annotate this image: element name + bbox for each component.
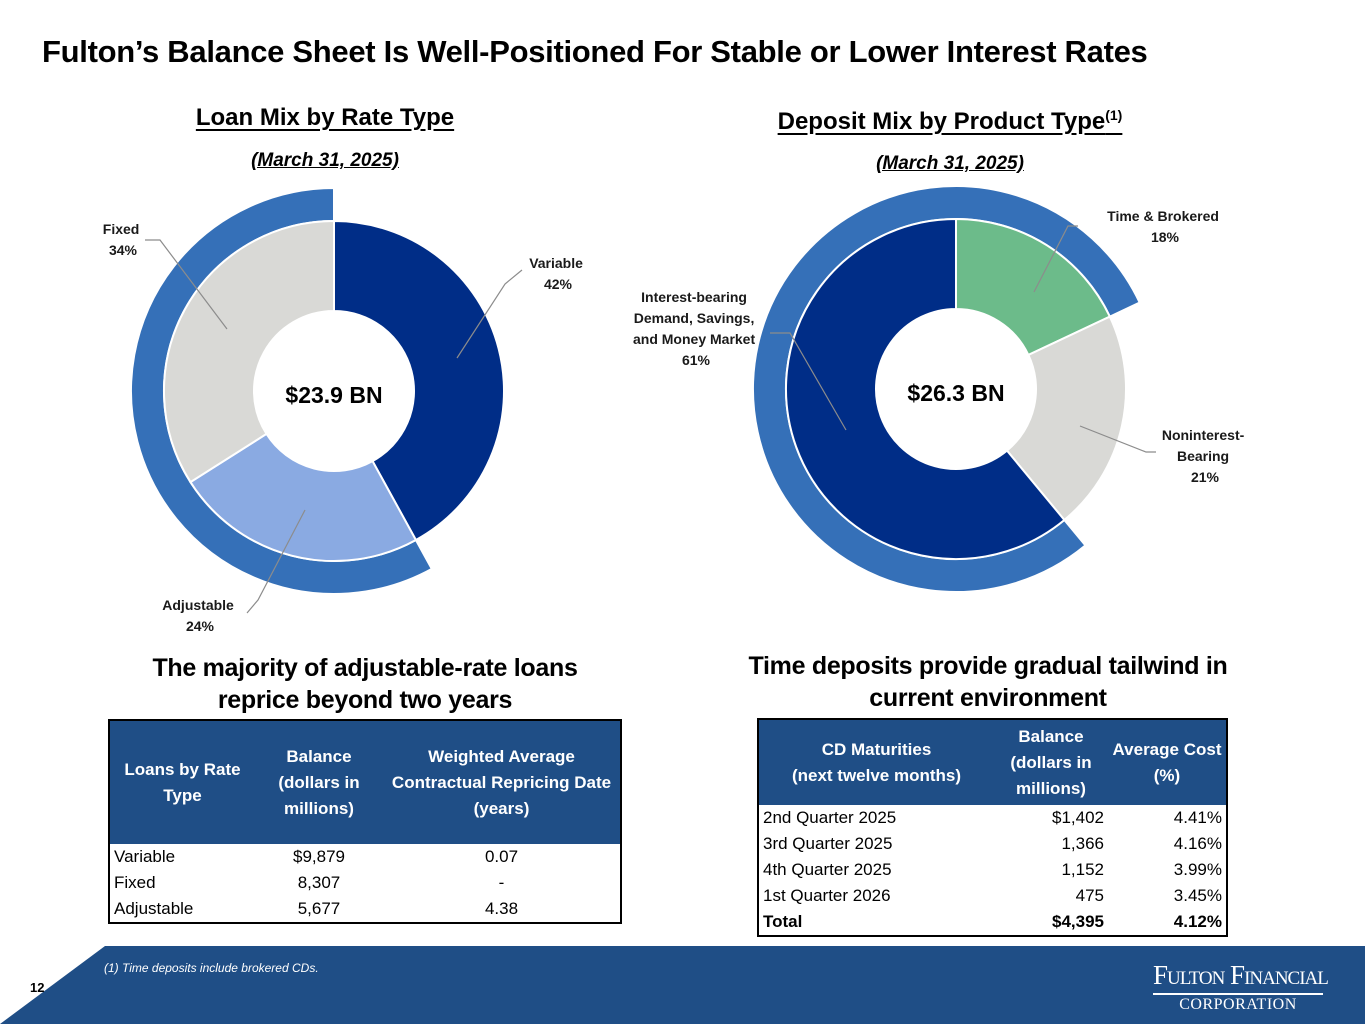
variable-slice-label: Variable 42% bbox=[529, 255, 587, 292]
loans-heading-line-1: The majority of adjustable-rate loans bbox=[152, 654, 578, 682]
loans-heading-line-2: reprice beyond two years bbox=[217, 686, 513, 714]
cd-table-header-row: CD Maturities (next twelve months) Balan… bbox=[758, 719, 1227, 805]
cd-heading-line-1: Time deposits provide gradual tailwind i… bbox=[748, 652, 1228, 680]
cd-cell-quarter: 4th Quarter 2025 bbox=[763, 860, 892, 879]
loans-header-balance: Balance (dollars in millions) bbox=[255, 720, 383, 844]
deposit-chart-date: (March 31, 2025) bbox=[876, 153, 1024, 174]
cd-cell-balance: 1,366 bbox=[1061, 834, 1104, 853]
slice-time-brokered bbox=[955, 217, 1112, 357]
fixed-slice-label: Fixed 34% bbox=[103, 221, 143, 258]
loan-donut bbox=[130, 186, 505, 595]
loans-cell-repricing: - bbox=[498, 873, 505, 892]
deposit-chart-title-text: Deposit Mix by Product Type bbox=[777, 108, 1106, 135]
loans-cell-balance: 5,677 bbox=[297, 899, 341, 918]
logo-rule bbox=[1153, 993, 1323, 995]
table-row: 3rd Quarter 2025 1,366 4.16% bbox=[758, 831, 1227, 857]
cd-total-cost: 4.12% bbox=[1173, 912, 1222, 931]
cd-cell-cost: 3.99% bbox=[1173, 860, 1222, 879]
slice-adjustable bbox=[189, 432, 418, 562]
cd-cell-cost: 4.16% bbox=[1173, 834, 1222, 853]
table-row: Adjustable 5,677 4.38 bbox=[109, 896, 621, 923]
table-row: Fixed 8,307 - bbox=[109, 870, 621, 896]
company-logo-name: Fulton Financial bbox=[1153, 960, 1329, 990]
cd-cell-balance: $1,402 bbox=[1052, 808, 1104, 827]
cd-total-balance: $4,395 bbox=[1052, 912, 1104, 931]
interest-leader-line bbox=[770, 332, 847, 431]
cd-cell-quarter: 3rd Quarter 2025 bbox=[763, 834, 893, 853]
table-row: 2nd Quarter 2025 $1,402 4.41% bbox=[758, 805, 1227, 831]
deposit-center-label: $26.3 BN bbox=[907, 380, 1004, 406]
adjustable-slice-label: Adjustable 24% bbox=[162, 597, 237, 634]
deposit-chart-title-footnote-ref: (1) bbox=[1105, 107, 1123, 123]
slice-interest-bearing-demand-savings-and-money-market bbox=[785, 217, 1066, 560]
cd-header-maturities: CD Maturities (next twelve months) bbox=[758, 719, 994, 805]
donut-charts: $23.9 BN $26.3 BN Variable 42% Fixed 34%… bbox=[103, 185, 1248, 634]
loans-header-repricing: Weighted Average Contractual Repricing D… bbox=[383, 720, 621, 844]
cd-cell-balance: 475 bbox=[1075, 886, 1104, 905]
loans-cell-balance: 8,307 bbox=[297, 873, 341, 892]
fixed-leader-line bbox=[145, 239, 228, 330]
interest-bearing-slice-label: Interest-bearing Demand, Savings, and Mo… bbox=[633, 289, 759, 368]
page-number: 12 bbox=[30, 980, 45, 995]
loans-table-header-row: Loans by Rate Type Balance (dollars in m… bbox=[109, 720, 621, 844]
cd-header-average-cost: Average Cost (%) bbox=[1108, 719, 1227, 805]
company-logo-subtitle: CORPORATION bbox=[1179, 996, 1297, 1013]
cd-cell-cost: 3.45% bbox=[1173, 886, 1222, 905]
time-brokered-slice-label: Time & Brokered 18% bbox=[1107, 208, 1223, 245]
loans-cell-type: Adjustable bbox=[114, 899, 194, 918]
variable-leader-line bbox=[456, 269, 523, 359]
slice-variable bbox=[333, 219, 505, 542]
loan-chart-date: (March 31, 2025) bbox=[251, 150, 399, 171]
loans-cell-type: Fixed bbox=[114, 873, 156, 892]
loans-section-heading: The majority of adjustable-rate loans re… bbox=[95, 652, 635, 716]
loans-cell-type: Variable bbox=[114, 847, 176, 866]
footer-band bbox=[0, 946, 1365, 1024]
slice-fixed bbox=[162, 219, 335, 484]
noninterest-leader-line bbox=[1079, 425, 1156, 453]
loan-chart-title: Loan Mix by Rate Type bbox=[195, 104, 455, 131]
cd-cell-balance: 1,152 bbox=[1061, 860, 1104, 879]
total-row: Total $4,395 4.12% bbox=[758, 909, 1227, 936]
loans-table: Loans by Rate Type Balance (dollars in m… bbox=[108, 719, 622, 924]
page-title: Fulton’s Balance Sheet Is Well-Positione… bbox=[42, 34, 1148, 69]
adjustable-leader-line bbox=[246, 509, 306, 614]
cd-section-heading: Time deposits provide gradual tailwind i… bbox=[718, 650, 1258, 714]
cd-cell-cost: 4.41% bbox=[1173, 808, 1222, 827]
deposit-chart-title: Deposit Mix by Product Type(1) bbox=[740, 107, 1160, 136]
time-leader-line bbox=[1033, 225, 1078, 293]
noninterest-slice-label: Noninterest- Bearing 21% bbox=[1162, 427, 1248, 485]
cd-total-label: Total bbox=[763, 912, 803, 931]
cd-heading-line-2: current environment bbox=[869, 684, 1107, 712]
cd-maturities-table: CD Maturities (next twelve months) Balan… bbox=[757, 718, 1228, 937]
loans-cell-repricing: 0.07 bbox=[484, 847, 519, 866]
footer-corner bbox=[0, 946, 105, 1024]
loans-cell-repricing: 4.38 bbox=[484, 899, 519, 918]
footnote: (1) Time deposits include brokered CDs. bbox=[104, 961, 319, 975]
deposit-donut bbox=[752, 185, 1142, 593]
loans-cell-balance: $9,879 bbox=[293, 847, 345, 866]
loans-header-type: Loans by Rate Type bbox=[109, 720, 255, 844]
slice-noninterest-bearing bbox=[1005, 315, 1127, 522]
loan-center-label: $23.9 BN bbox=[285, 382, 382, 408]
table-row: Variable $9,879 0.07 bbox=[109, 844, 621, 870]
cd-cell-quarter: 2nd Quarter 2025 bbox=[763, 808, 897, 827]
table-row: 1st Quarter 2026 475 3.45% bbox=[758, 883, 1227, 909]
cd-cell-quarter: 1st Quarter 2026 bbox=[763, 886, 891, 905]
table-row: 4th Quarter 2025 1,152 3.99% bbox=[758, 857, 1227, 883]
cd-header-balance: Balance (dollars in millions) bbox=[994, 719, 1108, 805]
